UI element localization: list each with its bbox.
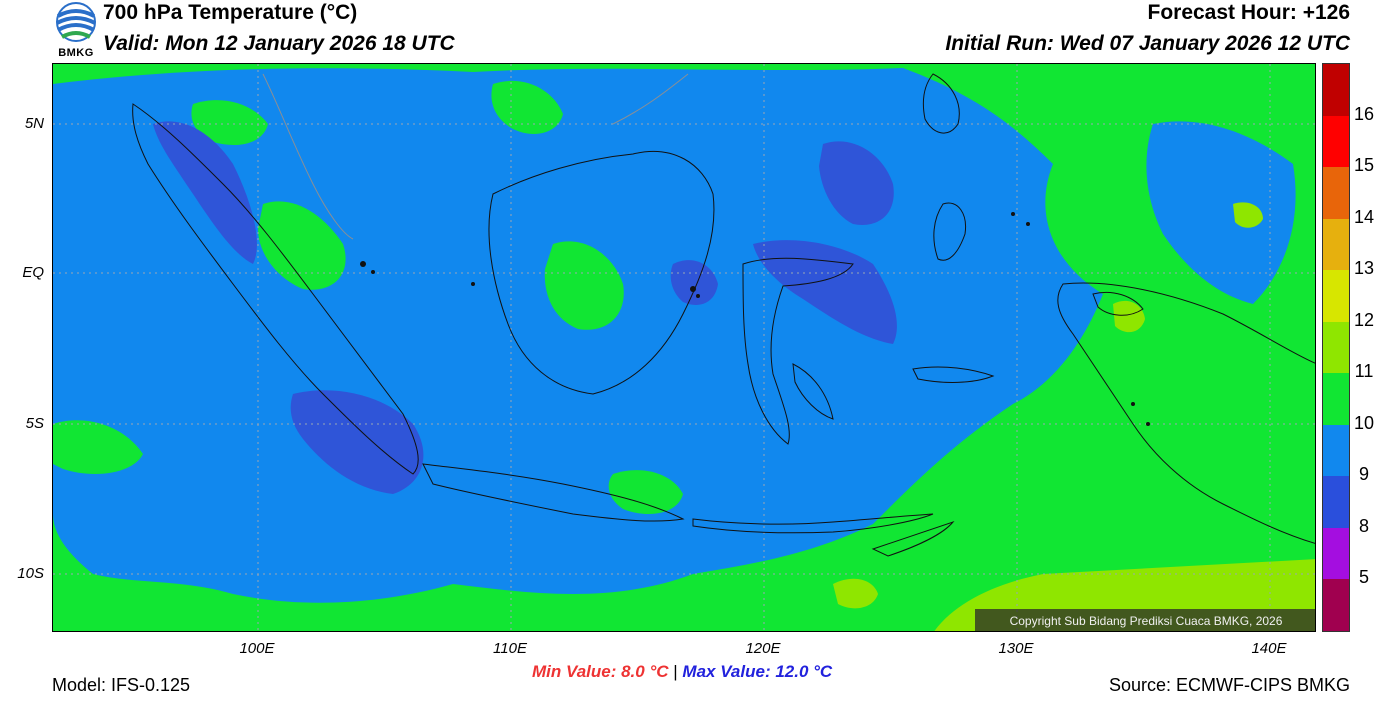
temperature-map: Copyright Sub Bidang Prediksi Cuaca BMKG… [52, 63, 1316, 632]
color-scale-segment [1323, 218, 1349, 271]
lon-label-130e: 130E [998, 640, 1034, 657]
field-8-east [670, 260, 718, 305]
lat-label-5s: 5S [25, 415, 44, 432]
lat-label-5n: 5N [24, 115, 44, 132]
coast-sulawesi-se [792, 363, 834, 420]
coast-halmahera [933, 202, 967, 261]
data-source: Source: ECMWF-CIPS BMKG [1108, 675, 1350, 695]
lat-label-eq: EQ [22, 264, 44, 281]
chart-title: 700 hPa Temperature (°C) [103, 1, 358, 24]
color-scale-label: 11 [1354, 361, 1374, 382]
valid-time: Valid: Mon 12 January 2026 18 UTC [103, 32, 455, 55]
field-8-south [290, 390, 424, 494]
color-scale-label: 10 [1353, 412, 1375, 433]
coast-sabah [612, 73, 689, 125]
field-8-sumatra [153, 121, 257, 264]
min-value: Min Value: 8.0 °C [532, 662, 669, 681]
color-scale-segment [1323, 167, 1349, 220]
field-11-papua [1113, 300, 1145, 333]
logo-text: BMKG [58, 47, 94, 59]
color-scale-bar [1322, 63, 1350, 632]
coast-papua-bird [1092, 291, 1144, 316]
color-scale-segment [1323, 373, 1349, 426]
color-scale-segment [1323, 270, 1349, 323]
field-10-patch-b [544, 241, 624, 330]
lon-label-110e: 110E [493, 640, 527, 657]
coast-java [422, 463, 685, 522]
coast-malaya [262, 73, 354, 240]
color-scale-segment [1323, 321, 1349, 374]
color-scale-label: 12 [1353, 309, 1375, 330]
field-11-timor [833, 578, 878, 609]
color-scale-label: 8 [1358, 515, 1369, 536]
max-value: Max Value: 12.0 °C [682, 662, 833, 681]
coast-timor [871, 520, 955, 557]
forecast-hour: Forecast Hour: +126 [1147, 1, 1351, 24]
field-11-ne [1233, 202, 1263, 228]
lon-label-140e: 140E [1251, 640, 1287, 657]
coast-sumatra [132, 103, 419, 475]
field-10-patch-a [258, 201, 346, 290]
copyright-notice: Copyright Sub Bidang Prediksi Cuaca BMKG… [975, 609, 1315, 631]
lon-label-120e: 120E [745, 640, 781, 657]
color-scale-label: 9 [1358, 464, 1369, 485]
color-scale-label: 16 [1353, 103, 1375, 124]
initial-run: Initial Run: Wed 07 January 2026 12 UTC [945, 32, 1350, 55]
small-islands [360, 212, 1150, 426]
field-8-north [819, 141, 894, 225]
coast-papua [1057, 282, 1315, 544]
value-separator: | [673, 662, 678, 681]
lon-label-100e: 100E [239, 640, 275, 657]
field-10-patch-c [491, 80, 563, 134]
coast-sunda [692, 513, 934, 534]
field-10-patch-e [191, 100, 268, 145]
lat-label-10s: 10S [17, 565, 44, 582]
coast-borneo [488, 150, 715, 395]
field-10-patch-f [53, 420, 143, 474]
min-max-values: Min Value: 8.0 °C | Max Value: 12.0 °C [532, 662, 832, 682]
color-scale-label: 13 [1353, 258, 1375, 279]
color-scale-label: 5 [1358, 567, 1369, 588]
color-scale-segment [1323, 64, 1349, 117]
coast-sulawesi [742, 257, 854, 445]
model-name: Model: IFS-0.125 [52, 675, 191, 695]
bmkg-logo [52, 2, 100, 60]
coast-seram [912, 366, 995, 383]
field-10-patch-d [608, 470, 683, 514]
field-9-east [1146, 121, 1296, 304]
color-scale-segment [1323, 115, 1349, 168]
coast-mindanao [922, 73, 960, 134]
map-canvas [53, 64, 1315, 631]
color-scale-segment [1323, 527, 1349, 580]
coastlines [132, 73, 1315, 557]
color-scale-segment [1323, 579, 1349, 632]
color-scale-segment [1323, 424, 1349, 477]
color-scale-segment [1323, 476, 1349, 529]
color-scale-label: 14 [1353, 206, 1375, 227]
gridlines [53, 64, 1315, 631]
field-8-central [753, 240, 897, 344]
color-scale-label: 15 [1353, 155, 1375, 176]
